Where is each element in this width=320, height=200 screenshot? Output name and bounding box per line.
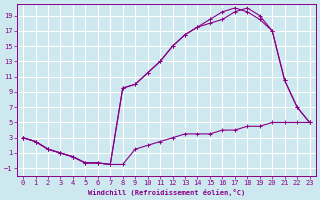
X-axis label: Windchill (Refroidissement éolien,°C): Windchill (Refroidissement éolien,°C) [88,189,245,196]
